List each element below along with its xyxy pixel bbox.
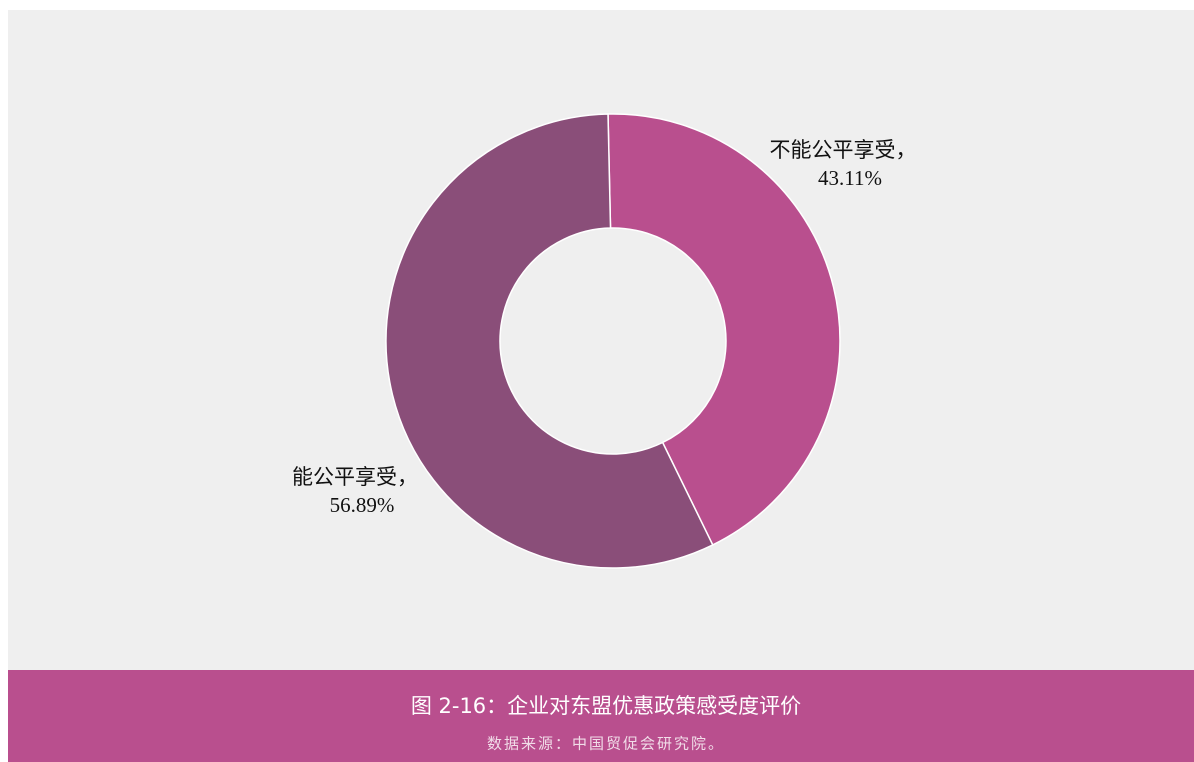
chart-panel xyxy=(8,10,1194,670)
chart-title: 图 2-16：企业对东盟优惠政策感受度评价 xyxy=(411,694,801,718)
slice-value-label: 56.89% xyxy=(330,493,395,517)
slice-label: 能公平享受， xyxy=(292,465,418,489)
slice-label: 不能公平享受， xyxy=(770,138,917,162)
caption-bar xyxy=(8,670,1194,762)
donut-slice xyxy=(607,113,841,546)
slice-value-label: 43.11% xyxy=(818,166,882,190)
donut-slice xyxy=(385,113,714,569)
source-note: 数据来源：中国贸促会研究院。 xyxy=(487,735,725,753)
